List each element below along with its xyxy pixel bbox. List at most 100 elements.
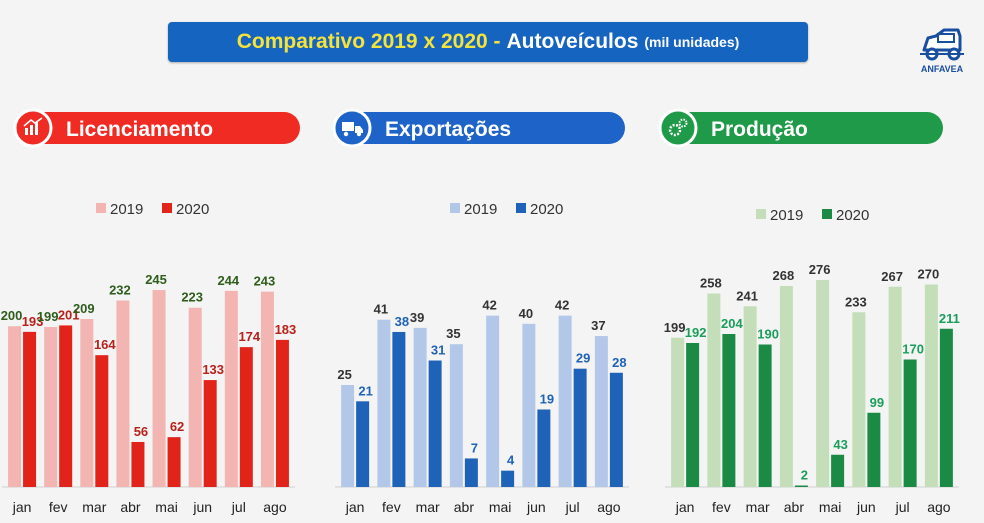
bar-2019 [449, 344, 463, 487]
category-label: jul [895, 499, 910, 515]
category-label: ago [263, 499, 287, 515]
category-label: mai [489, 499, 512, 515]
chart-header-icon-circle [658, 108, 698, 148]
icon-cab [355, 126, 363, 133]
data-label-2020: 19 [540, 391, 554, 406]
bar-2020 [609, 372, 623, 487]
category-label: abr [120, 499, 141, 515]
data-label-2020: 193 [22, 314, 44, 329]
bar-2019 [522, 323, 536, 487]
legend-swatch-2020 [516, 203, 526, 213]
bar-2019 [224, 290, 238, 487]
bar-2019 [116, 300, 130, 487]
data-label-2019: 37 [591, 318, 605, 333]
gears-icon [668, 118, 688, 137]
bar-2020 [239, 347, 253, 487]
data-label-2020: 190 [757, 327, 779, 342]
bar-2019 [743, 306, 757, 487]
legend-label-2020: 2020 [530, 201, 563, 218]
data-label-2019: 258 [700, 276, 722, 291]
bar-2019 [594, 336, 608, 487]
data-label-2020: 164 [94, 337, 116, 352]
bar-2020 [758, 344, 772, 487]
category-label: ago [927, 499, 951, 515]
bar-2020 [356, 401, 370, 487]
data-label-2020: 7 [471, 440, 478, 455]
icon-bar [25, 128, 28, 135]
data-label-2020: 204 [721, 316, 743, 331]
data-label-2020: 29 [576, 351, 590, 366]
bar-2020 [203, 380, 217, 487]
data-label-2019: 39 [410, 310, 424, 325]
bar-2020 [167, 437, 181, 487]
category-label: mar [416, 499, 440, 515]
data-label-2019: 25 [337, 367, 351, 382]
data-label-2020: 2 [801, 468, 808, 483]
chart-title: Licenciamento [66, 118, 213, 141]
bar-2020 [537, 409, 551, 487]
legend-swatch-2020 [822, 209, 832, 219]
bar-2020 [831, 454, 845, 487]
chart-1: Licenciamento 2019 2020 200 193 jan 199 201 fev 2… [1, 108, 300, 515]
bar-2019 [377, 319, 391, 487]
category-label: fev [712, 499, 731, 515]
legend-label-2020: 2020 [836, 207, 869, 224]
category-label: abr [784, 499, 805, 515]
chart-3: Produção 2019 2020 199 192 jan 258 204 fev 241 190… [658, 108, 960, 515]
bar-2020 [275, 339, 289, 487]
data-label-2020: 31 [431, 343, 445, 358]
category-label: mai [819, 499, 842, 515]
bar-2020 [501, 470, 515, 487]
title-unit: (mil unidades) [644, 34, 740, 50]
data-label-2020: 4 [507, 453, 515, 468]
category-label: mar [746, 499, 770, 515]
bar-2020 [686, 343, 700, 487]
category-label: jun [856, 499, 876, 515]
data-label-2020: 38 [395, 314, 409, 329]
data-label-2019: 200 [1, 308, 23, 323]
bar-2019 [707, 293, 721, 487]
data-label-2020: 170 [902, 342, 924, 357]
chart-title: Exportações [385, 118, 511, 141]
legend-swatch-2019 [450, 203, 460, 213]
bar-2020 [794, 485, 808, 487]
title-banner: Comparativo 2019 x 2020 - Autoveículos (… [168, 22, 808, 62]
bar-2020 [131, 441, 145, 487]
data-label-2019: 42 [555, 298, 569, 313]
chart-2: Exportações 2019 2020 25 21 jan 41 38 fev 39 31 mar… [332, 108, 629, 515]
bar-2020 [95, 355, 109, 487]
category-label: mar [82, 499, 106, 515]
legend-swatch-2020 [162, 203, 172, 213]
legend-label-2020: 2020 [176, 201, 209, 218]
bar-2020 [939, 328, 953, 487]
bar-2020 [464, 458, 478, 487]
data-label-2020: 99 [870, 395, 884, 410]
icon-line [23, 117, 43, 127]
data-label-2019: 199 [664, 320, 686, 335]
bar-2019 [852, 312, 866, 487]
data-label-2019: 35 [446, 326, 460, 341]
icon-cargo [342, 122, 354, 131]
bar-2019 [260, 291, 274, 487]
data-label-2019: 241 [736, 288, 758, 303]
icon-gear [678, 118, 688, 128]
legend-label-2019: 2019 [110, 201, 143, 218]
chart-header-bg [659, 112, 943, 144]
data-label-2020: 133 [202, 362, 224, 377]
icon-gear [668, 123, 682, 137]
title-sub: Autoveículos [506, 30, 639, 53]
bar-2019 [924, 284, 938, 487]
data-label-2020: 62 [170, 419, 184, 434]
icon-wheel [356, 131, 362, 137]
chart-header-bg [333, 112, 625, 144]
data-label-2020: 174 [238, 329, 260, 344]
legend-label-2019: 2019 [464, 201, 497, 218]
bar-2020 [428, 360, 442, 487]
bar-2020 [23, 331, 37, 487]
category-label: jul [565, 499, 580, 515]
bar-2020 [722, 334, 736, 487]
data-label-2020: 211 [939, 311, 960, 326]
bar-2019 [80, 318, 94, 487]
bar-2019 [558, 315, 572, 487]
